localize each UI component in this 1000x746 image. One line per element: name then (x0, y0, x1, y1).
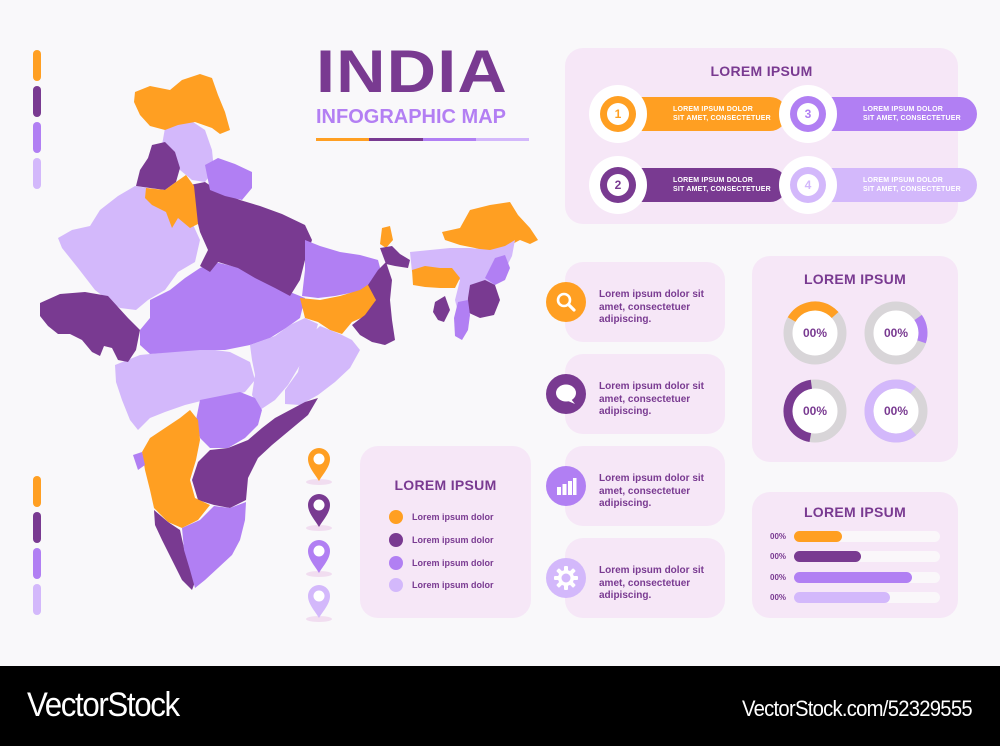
legend-swatch (389, 578, 403, 592)
state-chhattisgarh (250, 318, 318, 410)
legend-item: Lorem ipsum dolor (389, 578, 494, 592)
state-andhra-pradesh (192, 398, 318, 508)
progress-bars-panel: LOREM IPSUM 00% 00% 00% 00% (752, 492, 958, 618)
state-madhya-pradesh (140, 262, 305, 354)
step-4: LOREM IPSUM DOLOR SIT AMET, CONSECTETUER … (779, 156, 977, 214)
page-subtitle: INFOGRAPHIC MAP (316, 106, 506, 128)
donut-chart: 00% (782, 378, 848, 444)
bars-panel-title: LOREM IPSUM (803, 504, 907, 520)
map-pin-icon (305, 538, 333, 578)
feature-text: Lorem ipsum dolor sit amet, consectetuer… (599, 473, 705, 509)
state-meghalaya (412, 266, 460, 288)
side-bar (33, 584, 41, 615)
state-nagaland (485, 255, 510, 285)
legend-swatch (389, 510, 403, 524)
step-number-badge: 2 (600, 167, 636, 203)
brand-logo: VectorStock (27, 686, 180, 724)
state-bihar (302, 240, 382, 298)
side-bars-bottom (33, 476, 41, 615)
state-tamil-nadu (182, 502, 246, 588)
legend-item: Lorem ipsum dolor (389, 556, 494, 570)
state-punjab (136, 142, 180, 190)
state-tripura (433, 296, 450, 322)
donut-panel-title: LOREM IPSUM (803, 271, 907, 287)
progress-row: 00% (770, 572, 942, 583)
donut-chart: 00% (863, 378, 929, 444)
legend-item: Lorem ipsum dolor (389, 510, 494, 524)
state-goa (133, 452, 145, 470)
state-haryana (145, 175, 198, 228)
search-icon (546, 282, 586, 322)
step-number-badge: 4 (790, 167, 826, 203)
feature-card-2: Lorem ipsum dolor sit amet, consectetuer… (546, 354, 725, 434)
title-underline (316, 138, 529, 141)
legend-swatch (389, 556, 403, 570)
legend-panel-title: LOREM IPSUM (394, 477, 497, 493)
feature-text: Lorem ipsum dolor sit amet, consectetuer… (599, 565, 705, 601)
side-bar (33, 50, 41, 81)
state-arunachal-pradesh (442, 202, 538, 252)
feature-card-1: Lorem ipsum dolor sit amet, consectetuer… (546, 262, 725, 342)
map-pin-icon (305, 446, 333, 486)
state-west-bengal (352, 262, 395, 345)
page-title: INDIA (316, 38, 508, 105)
feature-card-4: Lorem ipsum dolor sit amet, consectetuer… (546, 538, 725, 618)
progress-row: 00% (770, 592, 942, 603)
step-3: LOREM IPSUM DOLOR SIT AMET, CONSECTETUER … (779, 85, 977, 143)
step-2: LOREM IPSUM DOLOR SIT AMET, CONSECTETUER … (589, 156, 787, 214)
state-mizoram (454, 300, 470, 340)
state-telangana (196, 392, 262, 448)
state-uttarakhand (205, 158, 252, 200)
feature-card-3: Lorem ipsum dolor sit amet, consectetuer… (546, 446, 725, 526)
state-maharashtra (115, 348, 255, 430)
donut-panel: LOREM IPSUM 00% 00% 00% 00% (752, 256, 958, 462)
donut-chart: 00% (782, 300, 848, 366)
side-bar (33, 122, 41, 153)
reference-link: VectorStock.com/52329555 (742, 696, 973, 721)
feature-text: Lorem ipsum dolor sit amet, consectetuer… (599, 381, 705, 417)
bar-chart-icon (546, 466, 586, 506)
step-number-badge: 1 (600, 96, 636, 132)
step-number-badge: 3 (790, 96, 826, 132)
state-himachal (162, 120, 214, 182)
step-1: LOREM IPSUM DOLOR SIT AMET, CONSECTETUER … (589, 85, 787, 143)
state-rajasthan (58, 186, 200, 310)
state-karnataka (142, 410, 210, 528)
state-kerala (154, 510, 195, 590)
side-bar (33, 548, 41, 579)
state-assam (410, 240, 515, 312)
state-jammu-kashmir (134, 74, 230, 134)
map-pin-icon (305, 492, 333, 532)
side-bar (33, 512, 41, 543)
feature-text: Lorem ipsum dolor sit amet, consectetuer… (599, 289, 705, 325)
state-uttar-pradesh (190, 182, 312, 296)
side-bars-top (33, 50, 41, 189)
donut-chart: 00% (863, 300, 929, 366)
title-block: INDIA INFOGRAPHIC MAP (316, 42, 536, 141)
state-jharkhand (300, 282, 376, 334)
side-bar (33, 86, 41, 117)
state-north-bengal (380, 246, 410, 268)
state-manipur (467, 280, 500, 318)
india-map (40, 74, 538, 590)
side-bar (33, 158, 41, 189)
chat-bubble-icon (546, 374, 586, 414)
gear-icon (546, 558, 586, 598)
progress-row: 00% (770, 531, 942, 542)
state-gujarat (40, 292, 140, 362)
legend-item: Lorem ipsum dolor (389, 533, 494, 547)
state-odisha (285, 326, 360, 405)
watermark-footer: VectorStock VectorStock.com/52329555 (0, 666, 1000, 746)
state-sikkim (380, 226, 393, 248)
legend-panel: LOREM IPSUM Lorem ipsum dolor Lorem ipsu… (360, 446, 531, 618)
side-bar (33, 476, 41, 507)
map-pin-icon (305, 583, 333, 623)
steps-panel: LOREM IPSUM LOREM IPSUM DOLOR SIT AMET, C… (565, 48, 977, 224)
progress-row: 00% (770, 551, 942, 562)
steps-panel-title: LOREM IPSUM (710, 63, 813, 79)
legend-swatch (389, 533, 403, 547)
